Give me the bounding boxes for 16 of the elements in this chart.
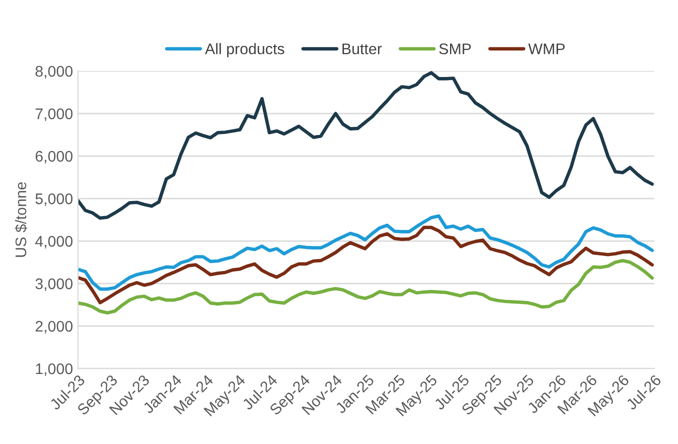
y-tick-label: 3,000 [35,278,73,292]
line-series [78,258,654,315]
line-series [78,214,654,291]
y-axis-title: US $/tonne [14,182,28,257]
y-tick-label: 2,000 [36,320,73,334]
y-tick-label: 8,000 [36,66,73,79]
y-tick-label: 1,000 [36,363,73,376]
y-tick-label: 4,000 [35,236,73,249]
legend-label: Butter [342,44,382,54]
legend-label: SMP [439,43,471,54]
legend-label: WMP [528,44,565,54]
y-tick-label: 7,000 [36,108,73,122]
legend-label: All products [204,43,284,58]
y-tick-label: 5,000 [35,193,73,206]
line-series [78,226,654,304]
y-tick-label: 6,000 [36,150,73,164]
